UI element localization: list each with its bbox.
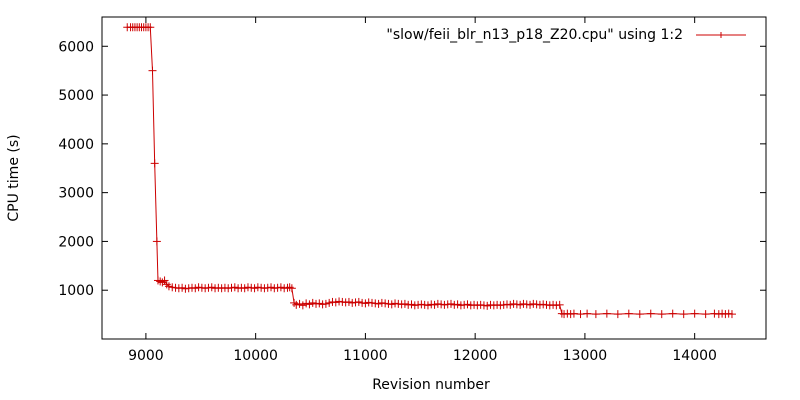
data-point	[583, 309, 592, 318]
data-point	[657, 310, 666, 319]
plot-frame	[101, 16, 767, 340]
data-point	[555, 300, 564, 309]
series-line	[127, 26, 733, 315]
axis-ticks: 9000 10000 11000 12000 13000 14000 1000 2000 300…	[58, 17, 766, 364]
data-point	[646, 309, 655, 318]
data-point	[287, 284, 296, 293]
data-point	[158, 278, 167, 287]
x-tick-label: 11000	[343, 348, 388, 364]
data-point	[624, 309, 633, 318]
x-axis-label: Revision number	[372, 377, 490, 393]
y-tick-label: 6000	[58, 39, 94, 55]
data-point	[160, 276, 169, 285]
y-tick-label: 3000	[58, 186, 94, 202]
data-point	[727, 310, 736, 319]
y-tick-label: 5000	[58, 88, 94, 104]
y-tick-label: 1000	[58, 283, 94, 299]
data-point	[613, 310, 622, 319]
data-point	[635, 310, 644, 319]
legend-label: "slow/feii_blr_n13_p18_Z20.cpu" using 1:…	[386, 27, 683, 43]
data-point	[148, 66, 157, 75]
data-point	[321, 299, 330, 308]
x-tick-label: 10000	[233, 348, 278, 364]
data-point	[679, 310, 688, 319]
data-point	[354, 297, 363, 306]
data-point	[152, 237, 161, 246]
data-point	[668, 309, 677, 318]
x-tick-label: 9000	[128, 348, 164, 364]
data-point	[298, 301, 307, 310]
series-layer	[123, 23, 736, 319]
data-point	[150, 159, 159, 168]
x-tick-label: 14000	[672, 348, 717, 364]
data-point	[290, 298, 299, 307]
data-point	[701, 310, 710, 319]
legend: "slow/feii_blr_n13_p18_Z20.cpu" using 1:…	[386, 27, 746, 43]
data-point	[591, 310, 600, 319]
x-tick-label: 13000	[563, 348, 608, 364]
y-tick-label: 4000	[58, 137, 94, 153]
data-point	[690, 309, 699, 318]
x-tick-label: 12000	[453, 348, 498, 364]
data-point	[602, 309, 611, 318]
data-point	[146, 23, 155, 32]
y-tick-label: 2000	[58, 234, 94, 250]
data-point	[164, 282, 173, 291]
y-axis-label: CPU time (s)	[6, 134, 22, 221]
